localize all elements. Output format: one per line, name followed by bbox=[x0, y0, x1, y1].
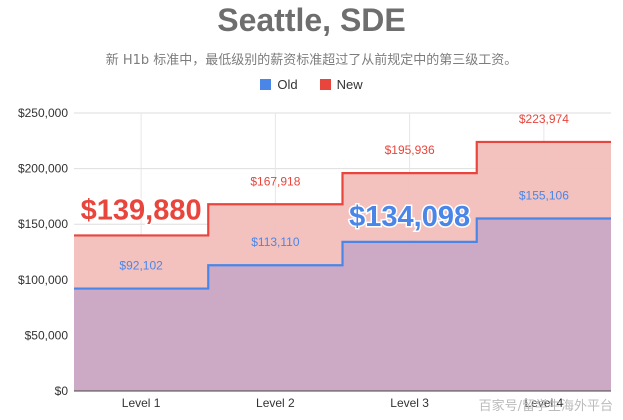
data-label: $113,110 bbox=[251, 235, 300, 249]
legend-label-old: Old bbox=[277, 77, 298, 92]
y-tick-label: $250,000 bbox=[18, 106, 68, 120]
series-area-old bbox=[74, 218, 611, 391]
data-label: $167,918 bbox=[250, 174, 300, 188]
x-tick-label: Level 4 bbox=[525, 396, 564, 410]
x-tick-label: Level 2 bbox=[256, 396, 295, 410]
y-tick-label: $100,000 bbox=[18, 273, 68, 287]
y-tick-label: $150,000 bbox=[18, 217, 68, 231]
watermark: 百家号/留学生海外平台 bbox=[478, 399, 613, 414]
series-line-old bbox=[74, 217, 611, 290]
chart-title: Seattle, SDE bbox=[217, 2, 406, 38]
legend-item-old: Old bbox=[260, 77, 298, 92]
data-label: $195,936 bbox=[385, 143, 435, 157]
highlight-data-label: $134,098 bbox=[349, 201, 470, 233]
legend-item-new: New bbox=[319, 77, 363, 92]
y-tick-label: $200,000 bbox=[18, 162, 68, 176]
data-label: $155,106 bbox=[519, 189, 569, 203]
y-tick-label: $50,000 bbox=[25, 328, 69, 342]
data-label: $92,102 bbox=[119, 259, 163, 273]
series-line-new bbox=[74, 140, 611, 237]
data-label: $223,974 bbox=[519, 112, 569, 126]
legend-swatch-old bbox=[260, 79, 272, 90]
chart-legend: Old New bbox=[0, 77, 623, 92]
x-tick-label: Level 1 bbox=[122, 396, 161, 410]
chart-subtitle: 新 H1b 标准中，最低级别的薪资标准超过了从前规定中的第三级工资。 bbox=[105, 53, 518, 68]
legend-swatch-new bbox=[319, 79, 331, 90]
x-tick-label: Level 3 bbox=[390, 396, 429, 410]
legend-label-new: New bbox=[336, 77, 363, 92]
highlight-data-label: $139,880 bbox=[81, 194, 202, 226]
y-tick-label: $0 bbox=[55, 384, 69, 398]
